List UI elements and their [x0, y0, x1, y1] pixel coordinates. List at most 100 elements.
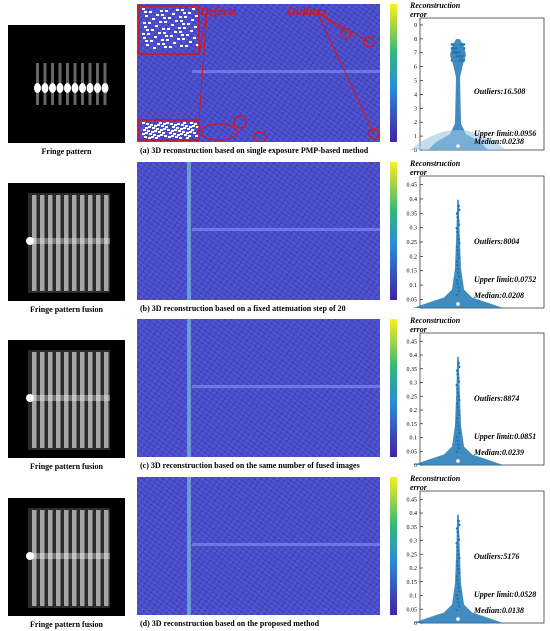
defect-spot [157, 135, 160, 137]
defect-spot [196, 126, 199, 128]
fringe-stripe [64, 352, 69, 448]
defect-spot [195, 15, 198, 17]
defect-spot [184, 16, 187, 18]
outlier-dot [455, 560, 459, 564]
y-tick-label: 3 [414, 106, 417, 112]
reconstruction-graphic [187, 319, 380, 457]
outlier-dot [457, 238, 460, 241]
outlier-dot [455, 212, 459, 215]
outlier-dot [456, 234, 460, 237]
fringe-stripe [88, 352, 93, 448]
defect-spot [154, 36, 157, 38]
outlier-dot [457, 208, 461, 212]
outlier-circle [368, 128, 380, 140]
defect-spot [177, 123, 180, 125]
defect-spot [188, 12, 191, 14]
colorbar [390, 477, 397, 615]
outlier-dot [457, 398, 461, 402]
fringe-spot [94, 83, 101, 93]
defect-spot [142, 122, 145, 124]
outlier-dot [456, 215, 459, 219]
defect-spot [193, 132, 196, 134]
fringe-image [8, 183, 125, 301]
outlier-dot [456, 564, 459, 567]
defect-spot [196, 44, 199, 46]
y-tick-label: 0.05 [407, 297, 418, 303]
defect-spot [179, 16, 182, 18]
outlier-dot [455, 593, 459, 597]
outlier-dot [457, 361, 460, 365]
fringe-stripe [32, 510, 37, 606]
y-tick-label: 0.3 [410, 539, 418, 545]
y-tick-label: 4 [414, 92, 417, 98]
defect-spot [174, 129, 177, 131]
defect-spot [158, 32, 161, 34]
outlier-dot [456, 391, 460, 394]
defect-spot [171, 130, 174, 132]
defect-spot [146, 44, 149, 46]
outlier-dot [455, 260, 459, 263]
defect-spot [169, 46, 172, 48]
defect-spot [171, 24, 174, 26]
defect-spot [161, 39, 164, 41]
fringe-stripe [80, 195, 85, 291]
y-tick-label: 0.25 [407, 240, 418, 246]
defect-spot [166, 39, 169, 41]
defect-spot [185, 125, 188, 127]
fringe-stripe [48, 352, 53, 448]
caption: (c) 3D reconstruction based on the same … [140, 461, 360, 470]
fringe-stripe [56, 195, 61, 291]
outlier-circle [200, 123, 238, 141]
y-tick-label: 0.2 [410, 408, 418, 414]
outlier-dot [456, 549, 460, 552]
outlier-dot [456, 230, 459, 234]
y-tick-label: 0.1 [410, 436, 418, 442]
y-tick-label: 6 [414, 65, 417, 71]
defect-spot [176, 127, 179, 129]
defect-spot [162, 132, 165, 134]
outlier-dot [462, 47, 466, 50]
defect-spot [150, 40, 153, 42]
fringe-spot [79, 83, 86, 93]
defect-spot [195, 135, 198, 137]
outlier-dot [457, 241, 461, 245]
horizontal-streak [192, 228, 380, 231]
annotation: Median:0.0238 [473, 137, 524, 146]
annotation: Outliers:16.508 [474, 87, 525, 96]
reconstruction [137, 477, 380, 615]
y-tick-label: 0 [414, 463, 417, 469]
violin-title: Reconstruction error [410, 316, 461, 334]
defect-spot [154, 125, 157, 127]
defect-spot [183, 27, 186, 29]
y-tick-label: 0.15 [407, 269, 418, 275]
defect-spot [177, 38, 180, 40]
outlier-dot [457, 428, 460, 431]
y-tick-label: 0.4 [410, 353, 418, 359]
outlier-dot [455, 417, 459, 420]
fringe-image [8, 25, 125, 143]
horizontal-streak [192, 543, 380, 546]
defect-spot [164, 46, 167, 48]
defect-spot [178, 27, 181, 29]
fringe-stripe [64, 195, 69, 291]
fringe-stripe [96, 510, 101, 606]
outlier-dot [455, 541, 459, 545]
annotation: Outliers:5176 [474, 552, 519, 561]
defect-spot [184, 134, 187, 136]
defect-spot [167, 129, 170, 131]
outlier-dot [456, 263, 459, 267]
outlier-dot [455, 54, 458, 58]
defect-spot [182, 23, 185, 25]
outlier-dot [457, 590, 461, 593]
vertical-streak [187, 162, 191, 300]
outlier-dot [455, 450, 459, 454]
defect-spot [178, 130, 181, 132]
fringe-stripe [104, 195, 109, 291]
outlier-dot [457, 556, 461, 560]
fringe-stripe [96, 352, 101, 448]
defect-spot [142, 133, 145, 135]
outlier-dot [455, 575, 459, 578]
defect-label: Defects [200, 4, 237, 18]
defect-spot [148, 22, 151, 24]
pointer-line [316, 11, 370, 43]
